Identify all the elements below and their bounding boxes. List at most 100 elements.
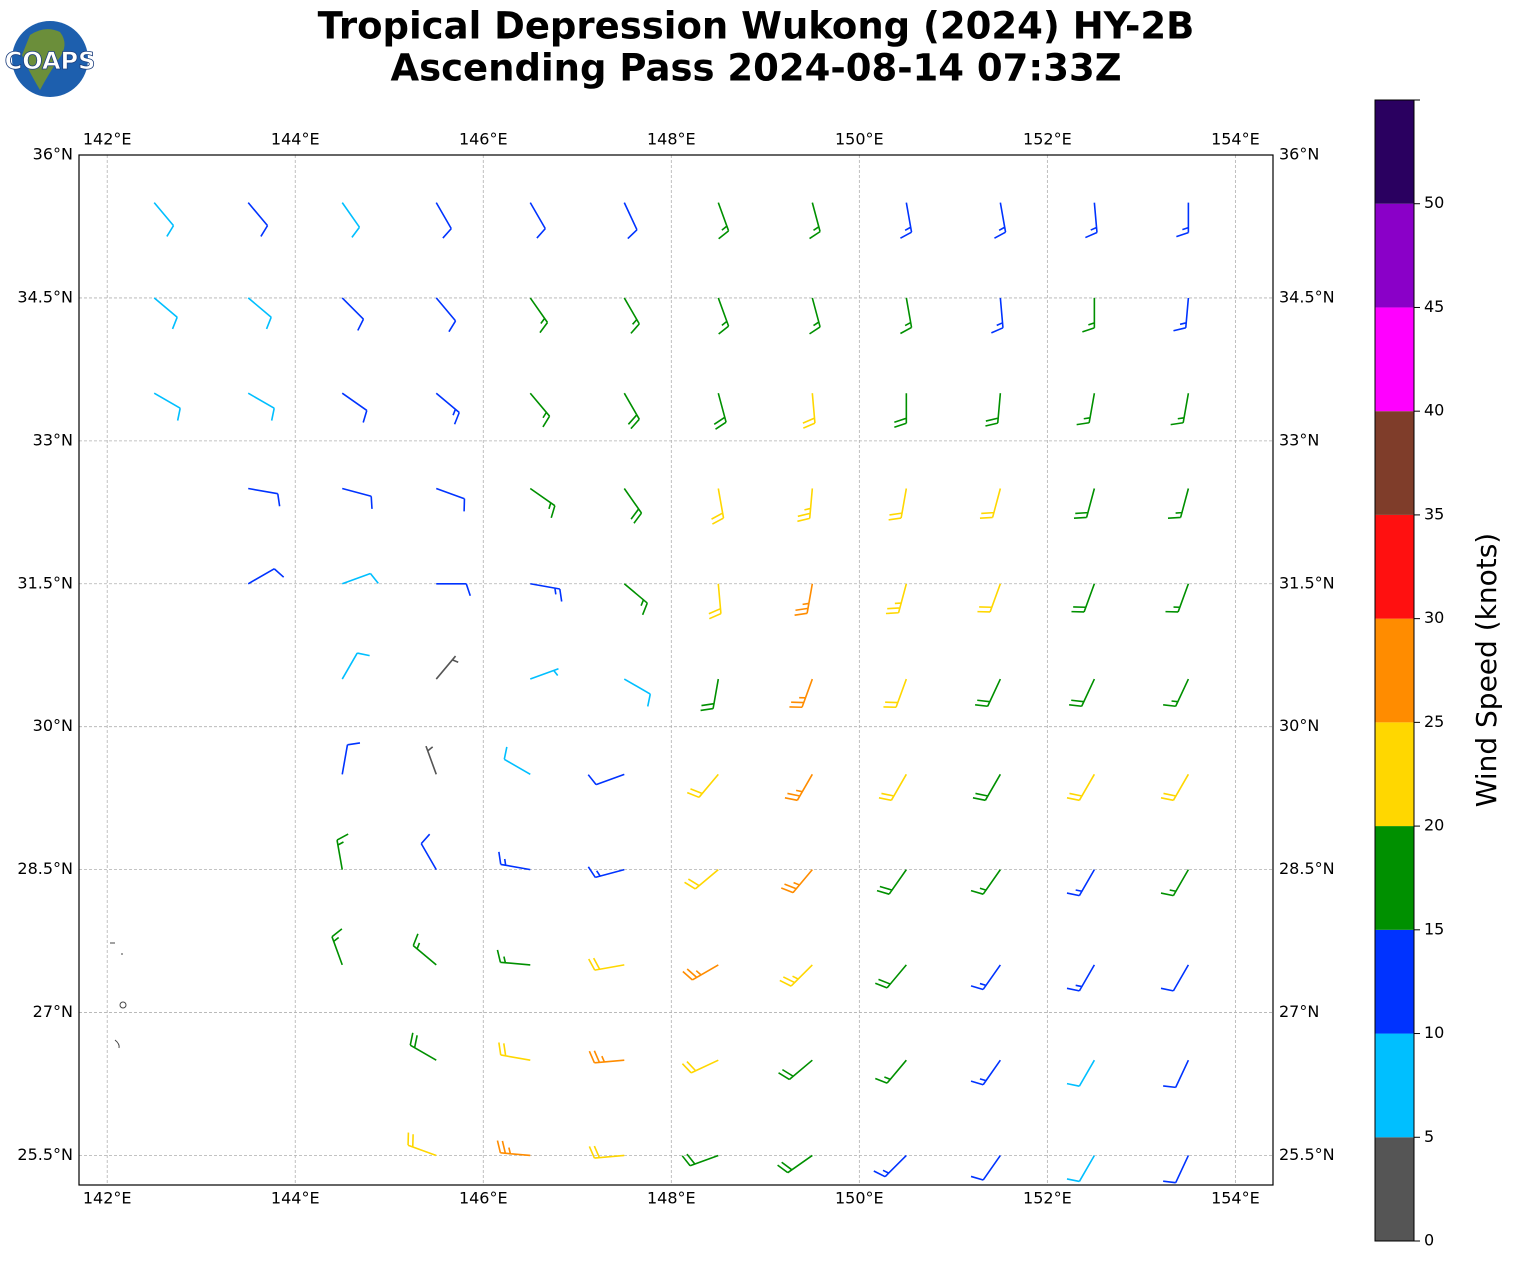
- wind-barb: [708, 583, 722, 620]
- wind-barb: [975, 678, 1002, 708]
- wind-barb: [435, 297, 457, 333]
- colorbar-segment: [1375, 203, 1414, 308]
- x-tick-label-top: 144°E: [271, 130, 320, 149]
- y-tick-label: 34.5°N: [17, 287, 73, 306]
- wind-barb: [809, 202, 821, 240]
- wind-barb: [1163, 1059, 1190, 1089]
- x-tick-label: 144°E: [271, 1189, 320, 1208]
- x-tick-label-top: 152°E: [1023, 130, 1072, 149]
- wind-barb: [529, 392, 551, 428]
- wind-barb: [1167, 488, 1190, 520]
- wind-barb: [784, 773, 814, 802]
- wind-barb: [623, 202, 638, 240]
- wind-barb: [1066, 964, 1096, 992]
- islands: [110, 942, 127, 1049]
- y-tick-label: 25.5°N: [17, 1145, 73, 1164]
- wind-barb: [876, 869, 907, 895]
- wind-barb: [623, 488, 643, 524]
- wind-barb: [1173, 297, 1190, 332]
- title: Tropical Depression Wukong (2024) HY-2B: [318, 5, 1195, 48]
- wind-barb: [682, 964, 719, 981]
- wind-barb: [1069, 678, 1096, 708]
- colorbar-segment: [1375, 514, 1414, 619]
- colorbar: 0 5 10 15 20 25 30 35 40 45 50: [1374, 99, 1444, 1250]
- wind-barb: [1165, 583, 1190, 613]
- y-tick-label-right: 36°N: [1279, 145, 1319, 164]
- wind-barb: [1160, 964, 1190, 992]
- colorbar-segment: [1375, 826, 1414, 930]
- wind-barb: [1160, 773, 1190, 802]
- y-tick-label-right: 27°N: [1279, 1002, 1319, 1021]
- island: [119, 1001, 127, 1009]
- wind-barb: [900, 202, 913, 239]
- colorbar-segment: [1375, 1033, 1414, 1138]
- wind-barb: [1163, 1155, 1190, 1184]
- wind-barb: [623, 297, 640, 334]
- plot-frame: [78, 154, 1274, 1186]
- wind-barb: [1066, 1155, 1096, 1183]
- wind-barb: [809, 297, 821, 335]
- wind-barb: [885, 583, 908, 615]
- wind-barb: [991, 297, 1004, 334]
- wind-barb: [436, 582, 472, 597]
- wind-barb: [435, 202, 452, 239]
- colorbar-tick-label: 50: [1424, 193, 1444, 212]
- wind-barb: [588, 957, 625, 971]
- wind-barb: [1170, 393, 1190, 426]
- colorbar-segment: [1375, 411, 1414, 515]
- wind-barb: [874, 964, 907, 989]
- wind-barb: [717, 297, 730, 335]
- wind-barb: [883, 678, 908, 709]
- x-tick-label-top: 148°E: [647, 130, 696, 149]
- wind-barb: [777, 1154, 813, 1174]
- y-tick-label: 30°N: [33, 716, 73, 735]
- wind-barb: [587, 866, 625, 879]
- wind-barb: [1071, 583, 1096, 613]
- wind-barb: [341, 202, 361, 238]
- wind-barb: [1066, 773, 1096, 802]
- colorbar-tick-label: 0: [1424, 1231, 1434, 1250]
- wind-barb: [794, 583, 814, 616]
- wind-barb: [153, 392, 181, 421]
- colorbar-segment: [1375, 618, 1414, 723]
- wind-barb: [588, 1050, 625, 1064]
- colorbar-segment: [1375, 100, 1414, 204]
- colorbar-tick-label: 35: [1424, 504, 1444, 523]
- wind-barb: [412, 933, 437, 966]
- colorbar-segment: [1375, 929, 1414, 1034]
- wind-barb: [588, 1145, 625, 1159]
- wind-barb: [153, 202, 175, 237]
- wind-barb: [970, 1155, 1002, 1181]
- wind-barb: [342, 487, 373, 509]
- wind-barb: [802, 393, 816, 429]
- wind-barb: [686, 773, 719, 799]
- x-tick-label-top: 146°E: [459, 130, 508, 149]
- logo-land: [22, 29, 65, 91]
- wind-barb: [420, 833, 437, 871]
- x-tick-label: 142°E: [83, 1189, 132, 1208]
- wind-barb: [681, 1153, 719, 1167]
- colorbar-tick-label: 5: [1424, 1127, 1434, 1146]
- wind-barb: [623, 678, 652, 707]
- colorbar-tick-label: 15: [1424, 919, 1444, 938]
- y-tick-label-right: 34.5°N: [1279, 287, 1335, 306]
- y-tick-label-right: 28.5°N: [1279, 859, 1335, 878]
- wind-barb: [496, 949, 531, 966]
- wind-barb: [684, 869, 719, 890]
- wind-barb: [778, 1059, 813, 1081]
- wind-barb: [248, 487, 281, 507]
- y-tick-label: 33°N: [33, 430, 73, 449]
- y-tick-label-right: 30°N: [1279, 716, 1319, 735]
- colorbar-frame: [1374, 99, 1415, 1242]
- wind-barb: [797, 488, 814, 523]
- logo-text: COAPS: [5, 47, 96, 75]
- logo: COAPS: [4, 21, 96, 97]
- wind-barb: [894, 393, 908, 428]
- wind-barb: [985, 393, 1002, 427]
- x-tick-label: 146°E: [459, 1189, 508, 1208]
- wind-barb: [1066, 1059, 1096, 1087]
- wind-barb: [711, 488, 725, 525]
- wind-barb: [977, 583, 1002, 613]
- colorbar-tick-label: 25: [1424, 712, 1444, 731]
